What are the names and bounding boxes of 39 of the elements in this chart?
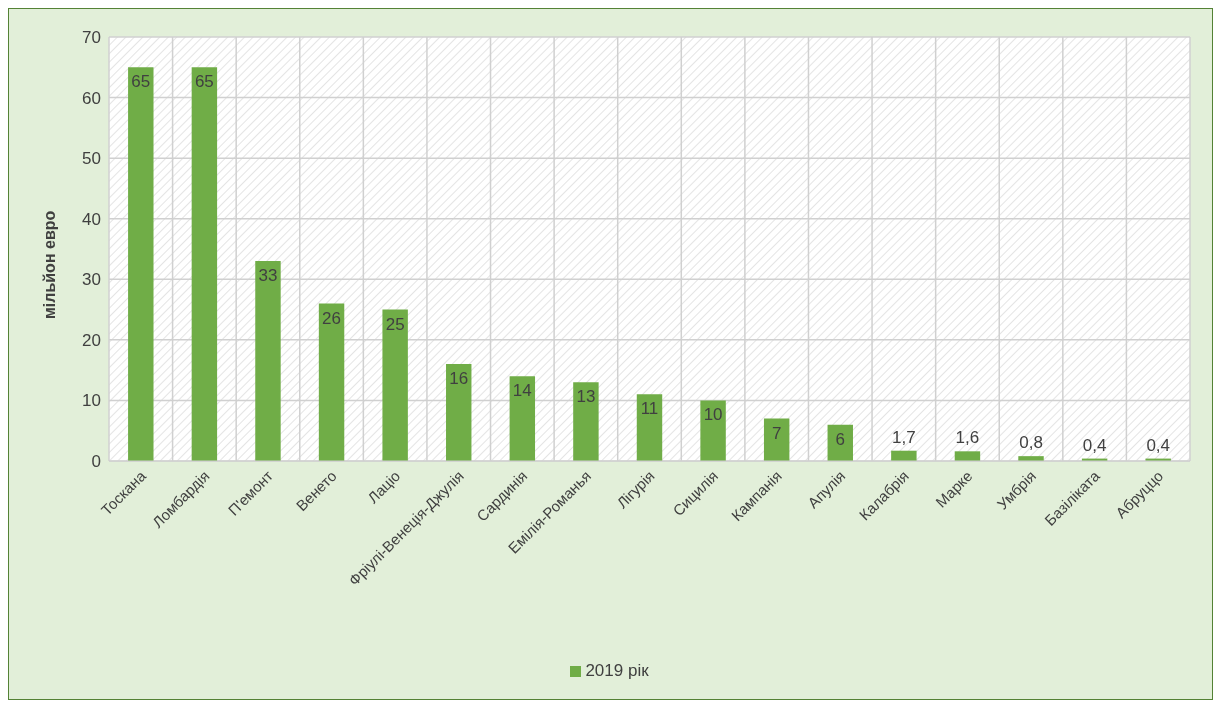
bar (573, 382, 599, 461)
data-label: 0,4 (1146, 435, 1171, 455)
data-label: 0,8 (1019, 433, 1043, 453)
data-label: 33 (258, 266, 278, 286)
bar (128, 67, 154, 461)
bar (318, 303, 345, 461)
legend-label: 2019 рік (585, 661, 649, 680)
y-axis-title: мільйон евро (40, 210, 58, 319)
data-label: 14 (512, 381, 532, 401)
y-tick-label: 20 (82, 330, 101, 350)
bar (446, 364, 472, 461)
data-label: 16 (449, 369, 469, 389)
y-tick-label: 70 (82, 28, 101, 48)
bar (255, 261, 281, 461)
bar (509, 376, 536, 461)
data-label: 6 (835, 429, 845, 449)
data-label: 25 (385, 314, 405, 334)
data-label: 0,4 (1082, 435, 1107, 455)
y-tick-label: 10 (82, 391, 101, 411)
bar (636, 394, 663, 461)
y-tick-label: 30 (82, 270, 101, 290)
y-tick-label: 60 (82, 88, 101, 108)
data-label: 65 (194, 72, 214, 92)
bar (191, 67, 218, 461)
bar (700, 400, 726, 461)
y-tick-label: 40 (82, 209, 101, 229)
bar (763, 418, 790, 461)
data-label: 65 (131, 72, 151, 92)
data-label: 26 (322, 308, 342, 328)
data-label: 10 (703, 405, 723, 425)
y-tick-label: 50 (82, 149, 101, 169)
y-tick-label: 0 (91, 452, 101, 472)
data-label: 1,7 (892, 427, 916, 447)
data-label: 13 (576, 387, 596, 407)
data-label: 7 (771, 423, 782, 443)
data-label: 11 (640, 399, 659, 419)
bar (954, 451, 981, 461)
bar (382, 309, 408, 461)
data-label: 1,6 (955, 428, 980, 448)
